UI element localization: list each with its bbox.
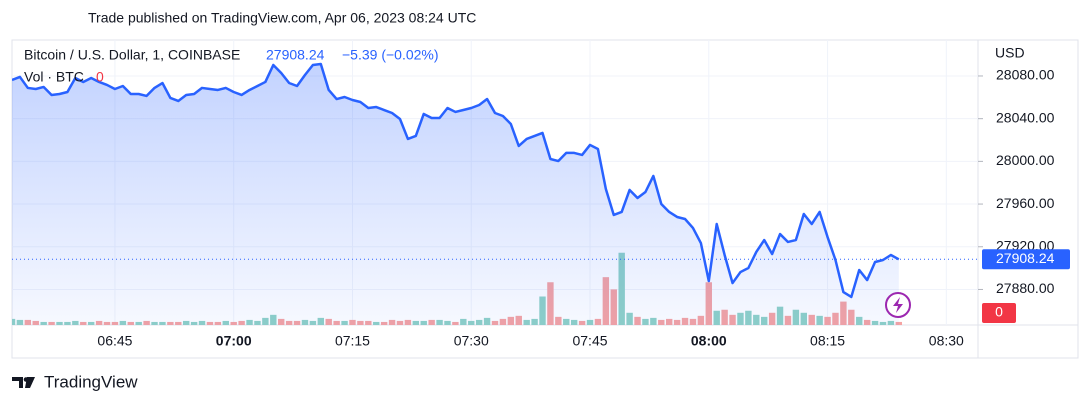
symbol-label: Bitcoin / U.S. Dollar, 1, COINBASE xyxy=(24,47,240,63)
last-price: 27908.24 xyxy=(266,47,325,63)
volume-last-box xyxy=(982,303,1016,323)
volume-last-value: 0 xyxy=(995,304,1003,320)
x-tick-label: 08:30 xyxy=(929,333,964,349)
currency-label: USD xyxy=(995,45,1025,61)
x-tick-label: 06:45 xyxy=(97,333,132,349)
x-tick-label: 07:30 xyxy=(454,333,489,349)
brand-name: TradingView xyxy=(44,372,138,391)
x-tick-label: 07:45 xyxy=(572,333,607,349)
volume-legend: Vol · BTC xyxy=(24,69,84,85)
y-tick-label: 27960.00 xyxy=(996,195,1055,211)
y-tick-label: 28040.00 xyxy=(996,109,1055,125)
x-tick-label: 07:00 xyxy=(216,333,252,349)
last-price-label: 27908.24 xyxy=(996,250,1055,266)
axes: 27880.0027920.0027960.0028000.0028040.00… xyxy=(97,67,1070,349)
price-line xyxy=(12,62,900,299)
price-area xyxy=(12,64,899,325)
x-tick-label: 07:15 xyxy=(335,333,370,349)
volume-legend-value: 0 xyxy=(96,69,104,85)
price-change: −5.39 (−0.02%) xyxy=(342,47,439,63)
publish-note: Trade published on TradingView.com, Apr … xyxy=(88,10,476,26)
x-tick-label: 08:15 xyxy=(810,333,845,349)
price-plot xyxy=(12,62,978,325)
y-tick-label: 27880.00 xyxy=(996,280,1055,296)
lightning-icon[interactable] xyxy=(885,292,911,318)
brand-logo xyxy=(12,377,35,388)
y-tick-label: 28000.00 xyxy=(996,152,1055,168)
x-tick-label: 08:00 xyxy=(691,333,727,349)
y-tick-label: 28080.00 xyxy=(996,67,1055,83)
last-price-box xyxy=(982,249,1070,270)
